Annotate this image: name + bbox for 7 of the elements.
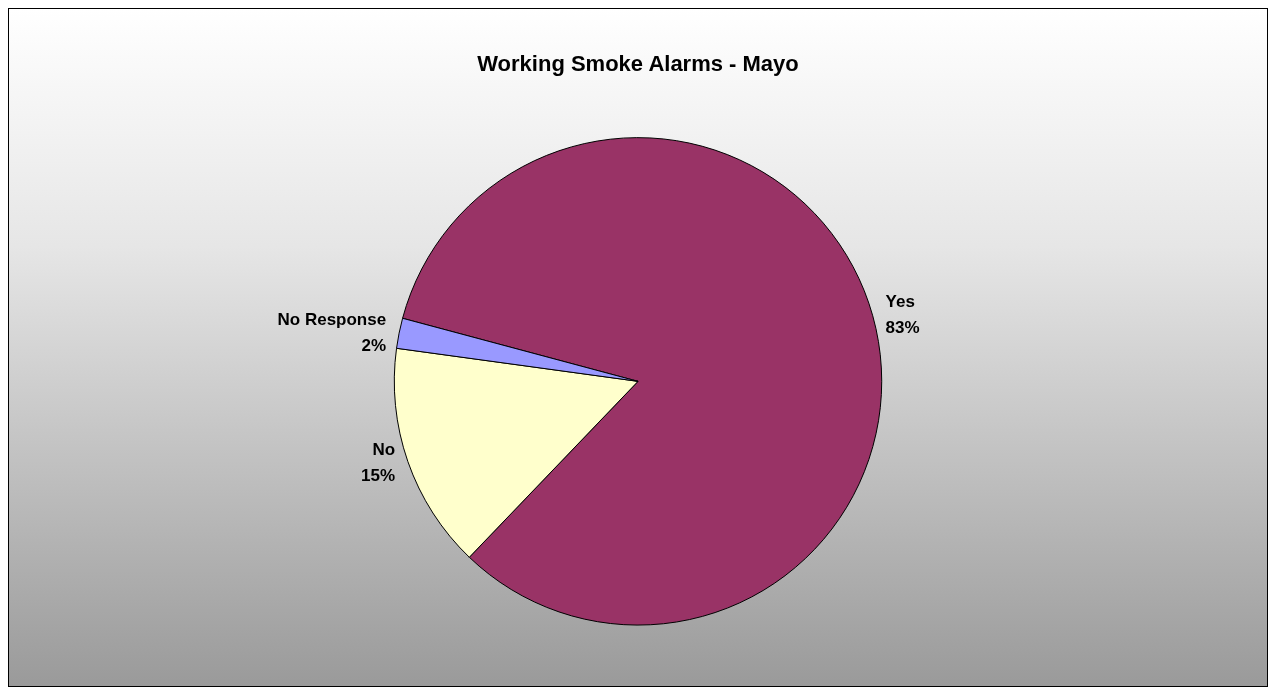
- chart-title: Working Smoke Alarms - Mayo: [477, 50, 799, 76]
- slice-label: No: [372, 440, 396, 460]
- data-label: 2%: [361, 335, 387, 355]
- slice-label: No Response: [277, 309, 387, 329]
- data-label: 83%: [885, 318, 920, 338]
- data-label: 15%: [361, 466, 396, 486]
- slice-label: Yes: [885, 292, 915, 312]
